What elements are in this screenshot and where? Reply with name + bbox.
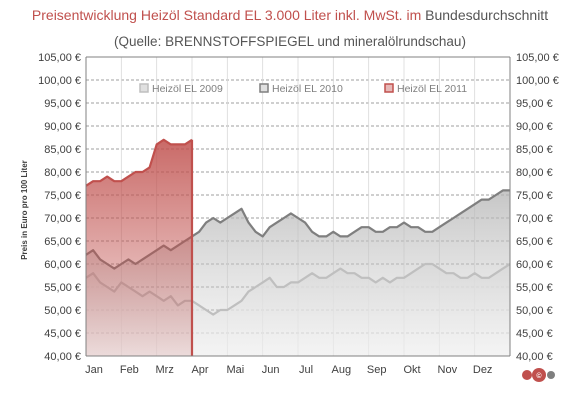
legend-label: Heizöl EL 2009 [152, 83, 223, 95]
y-tick-label-right: 95,00 € [516, 98, 553, 110]
y-tick-label-left: 75,00 € [44, 190, 81, 202]
y-tick-label-right: 75,00 € [516, 190, 553, 202]
y-tick-label-right: 90,00 € [516, 121, 553, 133]
y-axis-label: Preis in Euro pro 100 Liter [20, 160, 29, 260]
chart-title: Preisentwicklung Heizöl Standard EL 3.00… [0, 7, 580, 23]
logo-left-circle [522, 370, 532, 380]
y-tick-label-left: 40,00 € [44, 351, 81, 363]
chart-subtitle: (Quelle: BRENNSTOFFSPIEGEL und mineralöl… [114, 34, 466, 49]
y-tick-label-right: 60,00 € [516, 259, 553, 271]
y-tick-label-right: 40,00 € [516, 351, 553, 363]
x-tick-label: Dez [473, 364, 493, 376]
y-tick-label-left: 70,00 € [44, 213, 81, 225]
y-tick-label-left: 100,00 € [38, 75, 81, 87]
legend-swatch [139, 83, 149, 93]
x-tick-label: Jul [299, 364, 313, 376]
y-tick-label-left: 95,00 € [44, 98, 81, 110]
x-tick-label: Okt [403, 364, 420, 376]
legend-label: Heizöl EL 2011 [397, 83, 467, 95]
y-tick-label-right: 65,00 € [516, 236, 553, 248]
legend: Heizöl EL 2009 Heizöl EL 2010 Heizöl EL 20… [139, 83, 467, 95]
y-tick-label-left: 85,00 € [44, 144, 81, 156]
y-tick-label-left: 50,00 € [44, 305, 81, 317]
x-tick-label: Jan [85, 364, 103, 376]
y-tick-label-left: 65,00 € [44, 236, 81, 248]
logo-right-circle [547, 371, 555, 379]
y-tick-label-right: 45,00 € [516, 328, 553, 340]
y-tick-label-left: 105,00 € [38, 52, 81, 64]
chart-title-part2: Bundesdurchschnitt [421, 7, 549, 23]
y-tick-label-right: 55,00 € [516, 282, 553, 294]
x-tick-label: Jun [262, 364, 280, 376]
logo-copyright: © [536, 372, 542, 380]
x-tick-label: Aug [332, 364, 352, 376]
line-heiz-l-el-2011 [85, 138, 193, 187]
x-tick-label: Mai [226, 364, 244, 376]
x-tick-label: Feb [120, 364, 139, 376]
logo-center-circle [532, 368, 546, 382]
y-tick-label-left: 55,00 € [44, 282, 81, 294]
y-tick-label-right: 85,00 € [516, 144, 553, 156]
legend-swatch [384, 83, 394, 93]
x-tick-label: Nov [438, 364, 458, 376]
x-tick-label: Sep [367, 364, 387, 376]
series-layer [85, 138, 511, 356]
y-tick-label-right: 100,00 € [516, 75, 559, 87]
logo: © [522, 368, 555, 382]
y-tick-label-left: 80,00 € [44, 167, 81, 179]
axis-layer: 40,00 € 40,00 € 45,00 € 45,00 € 50,00 € 50,00… [38, 52, 559, 376]
legend-label: Heizöl EL 2010 [272, 83, 343, 95]
y-tick-label-left: 45,00 € [44, 328, 81, 340]
x-tick-label: Mrz [156, 364, 174, 376]
y-tick-label-right: 80,00 € [516, 167, 553, 179]
y-tick-label-left: 60,00 € [44, 259, 81, 271]
area-heiz-l-el-2011 [86, 139, 192, 356]
y-tick-label-left: 90,00 € [44, 121, 81, 133]
y-tick-label-right: 105,00 € [516, 52, 559, 64]
legend-swatch [259, 83, 269, 93]
chart-title-part1: Preisentwicklung Heizöl Standard EL 3.00… [31, 7, 422, 23]
x-tick-label: Apr [191, 364, 208, 376]
y-tick-label-right: 70,00 € [516, 213, 553, 225]
y-tick-label-right: 50,00 € [516, 305, 553, 317]
